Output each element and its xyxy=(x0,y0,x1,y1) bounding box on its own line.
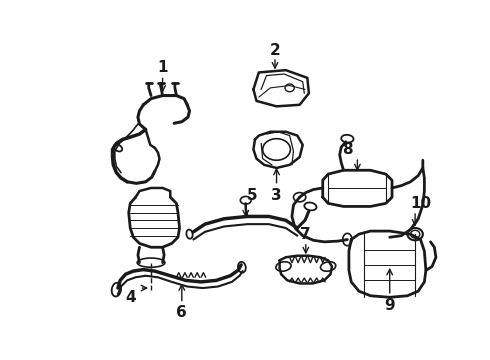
Text: 6: 6 xyxy=(176,305,187,320)
Text: 7: 7 xyxy=(300,227,311,242)
Text: 8: 8 xyxy=(342,142,353,157)
Text: 5: 5 xyxy=(246,188,257,203)
Text: 10: 10 xyxy=(411,196,432,211)
Text: 4: 4 xyxy=(125,290,136,305)
Text: 9: 9 xyxy=(385,297,395,312)
Text: 1: 1 xyxy=(157,60,168,75)
Text: 3: 3 xyxy=(271,188,282,203)
Text: 2: 2 xyxy=(270,44,280,58)
